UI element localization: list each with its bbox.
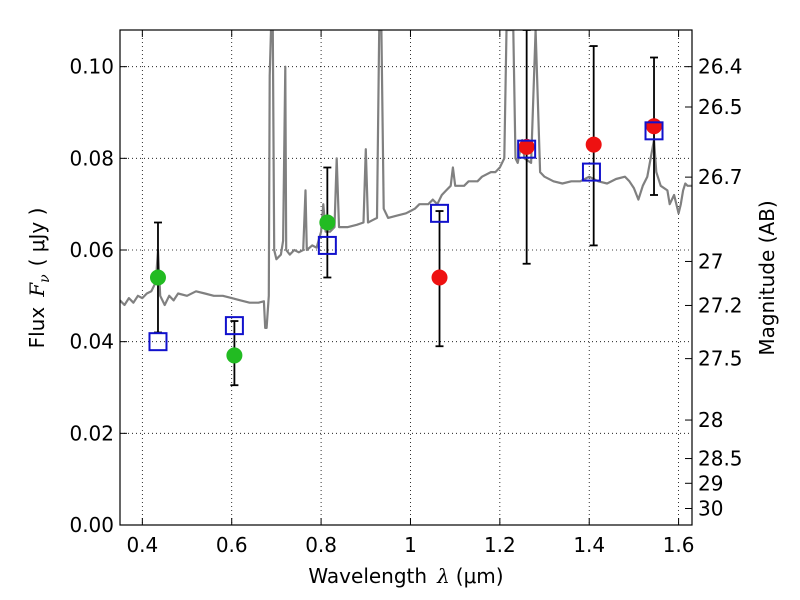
y-tick-label: 0.00 (69, 513, 114, 537)
axis-ticks: 0.4 0.6 0.8 1 1.2 1.4 1.6 0.00 0.02 0.04 0.06 0.08 0… (69, 30, 743, 557)
y2-tick-label: 27.2 (698, 293, 743, 317)
y-tick-label: 0.10 (69, 55, 114, 79)
y2-tick-label: 26.4 (698, 55, 743, 79)
model-flux-point (644, 121, 664, 141)
observed-flux-point (585, 136, 602, 153)
x-tick-label: 1 (404, 533, 417, 557)
y-tick-label: 0.06 (69, 238, 114, 262)
model-flux-point (224, 316, 244, 336)
y2-tick-label: 26.5 (698, 95, 743, 119)
y2-tick-label: 28 (698, 408, 723, 432)
x-axis-label: Wavelength λ (μm) (308, 564, 503, 588)
observed-flux-point (226, 347, 243, 364)
y-axis-label: FluxFν( μJy ) (25, 208, 53, 349)
y2-tick-label: 26.7 (698, 165, 743, 189)
y2-tick-label: 30 (698, 497, 723, 521)
x-tick-label: 0.6 (216, 533, 248, 557)
model-flux-point (317, 235, 337, 255)
x-tick-label: 0.8 (305, 533, 337, 557)
y-tick-label: 0.08 (69, 146, 114, 170)
model-spectrum-layer (120, 30, 692, 329)
x-tick-label: 1.4 (573, 533, 605, 557)
y2-tick-label: 27.5 (698, 347, 743, 371)
x-tick-label: 1.2 (484, 533, 516, 557)
y2-tick-label: 29 (698, 471, 723, 495)
observed-flux-point (646, 118, 663, 135)
observed-flux-point (319, 214, 336, 231)
data-markers-layer (148, 118, 664, 364)
model-flux-point (581, 162, 601, 182)
model-flux-point (148, 332, 168, 352)
plot-frame (119, 29, 693, 526)
observed-flux-point (431, 269, 448, 286)
y2-tick-label: 28.5 (698, 447, 743, 471)
model-flux-point (430, 203, 450, 223)
y-tick-label: 0.02 (69, 421, 114, 445)
x-tick-label: 0.4 (126, 533, 158, 557)
y-tick-label: 0.04 (69, 330, 114, 354)
model-flux-point (517, 139, 537, 159)
y2-axis-label: Magnitude (AB) (755, 200, 779, 355)
x-tick-label: 1.6 (663, 533, 695, 557)
observed-flux-point (149, 269, 166, 286)
y2-tick-label: 27 (698, 249, 723, 273)
model-spectrum-line (120, 30, 692, 329)
